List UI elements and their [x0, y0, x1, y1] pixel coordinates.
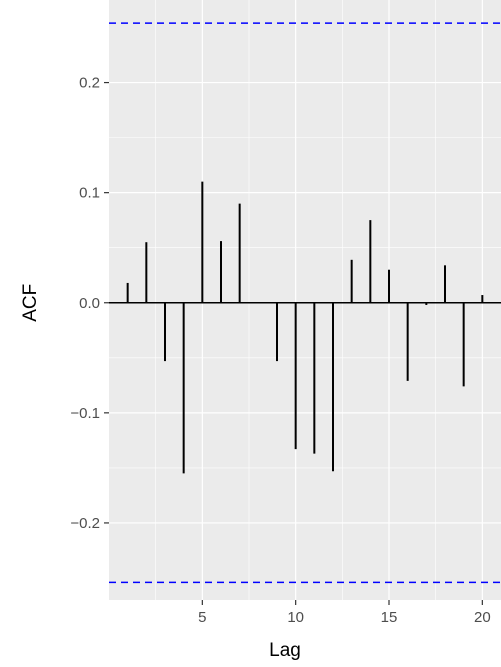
y-tick-label: 0.0	[79, 295, 100, 312]
axes: −0.2 −0.1 0.0 0.1 0.2 5 10 15 20	[70, 75, 490, 626]
y-axis-title: ACF	[20, 284, 41, 322]
x-tick-label: 15	[381, 609, 398, 626]
x-tick-label: 10	[287, 609, 304, 626]
y-tick-label: −0.2	[70, 515, 100, 532]
x-axis-title: Lag	[269, 640, 301, 661]
confidence-bounds	[109, 22, 501, 584]
y-tick-label: 0.2	[79, 75, 100, 92]
x-tick-label: 20	[474, 609, 491, 626]
y-tick-label: 0.1	[79, 185, 100, 202]
y-tick-label: −0.1	[70, 405, 100, 422]
plot-panel	[109, 0, 501, 600]
acf-bars	[109, 181, 501, 474]
x-tick-label: 5	[198, 609, 206, 626]
